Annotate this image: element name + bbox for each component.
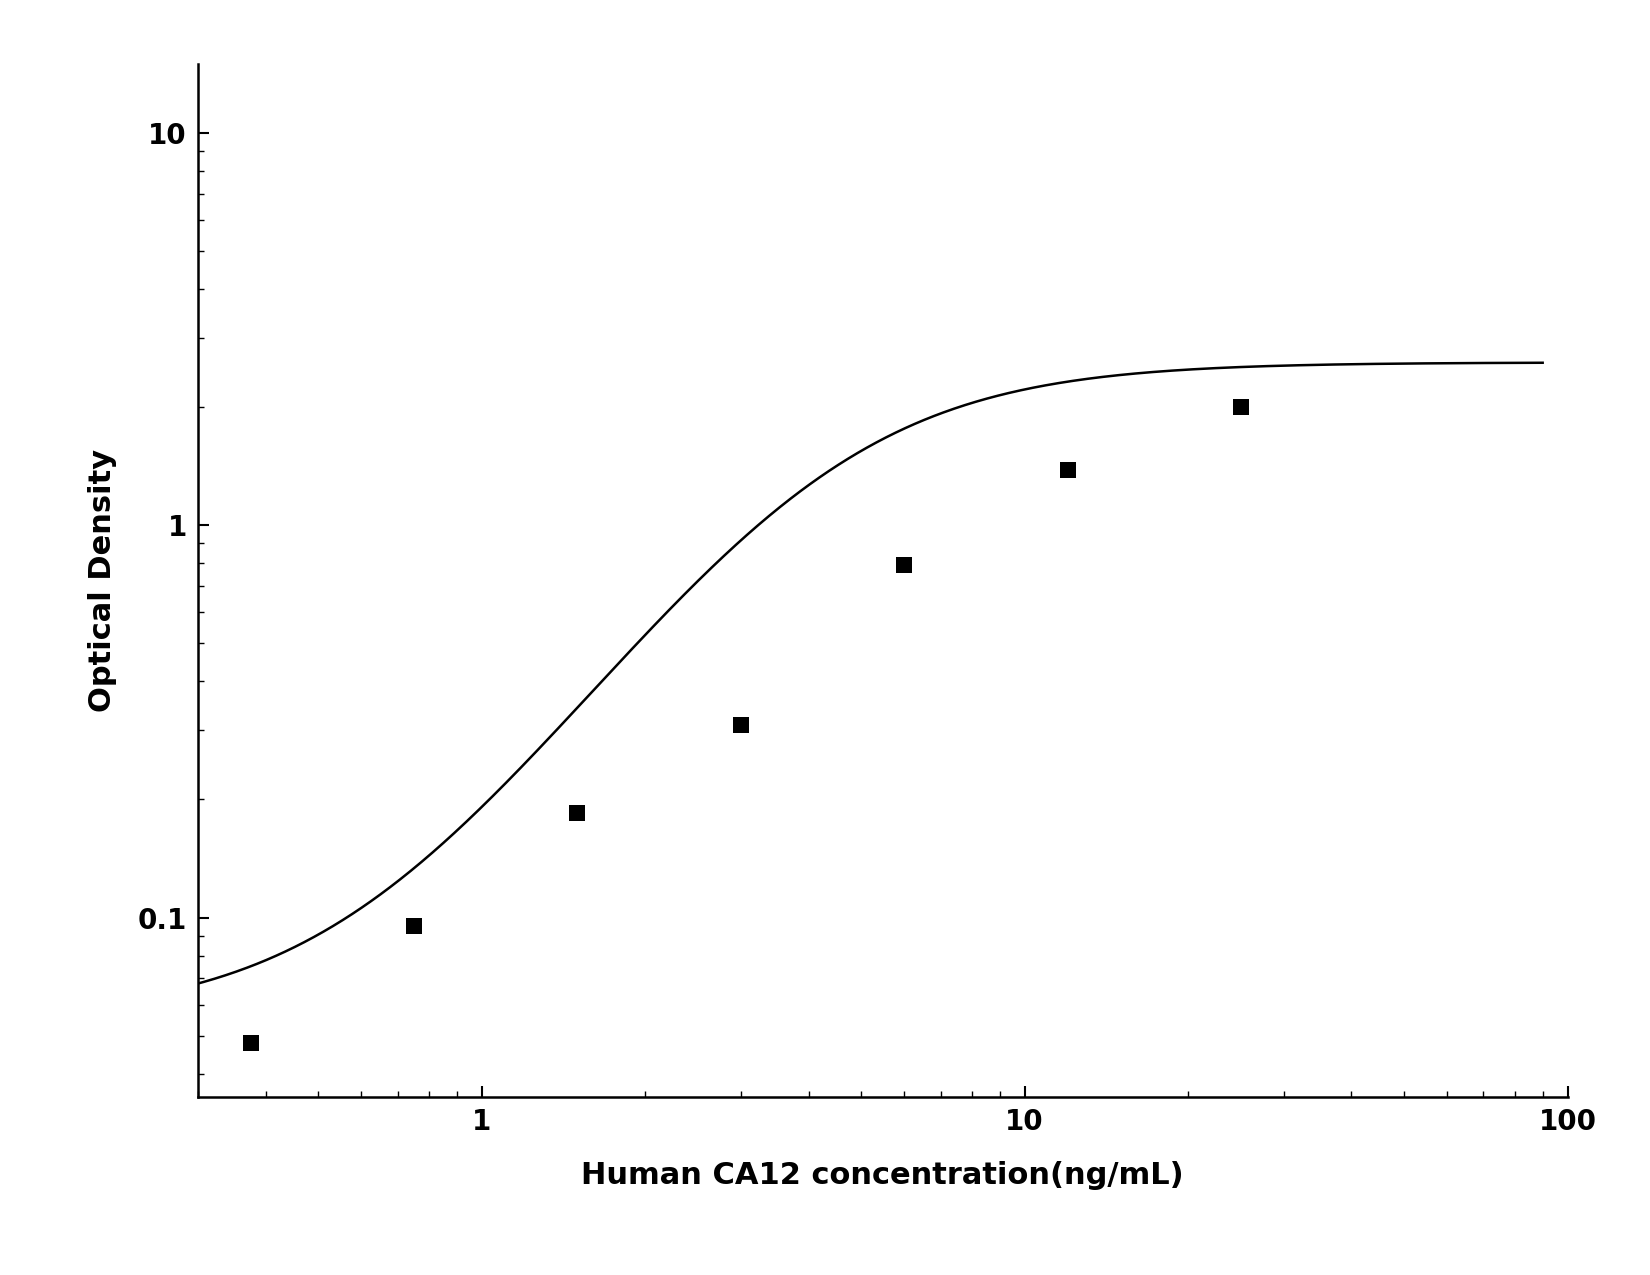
Point xyxy=(564,802,591,822)
Point xyxy=(401,917,427,937)
Point xyxy=(1054,460,1081,481)
Point xyxy=(891,555,917,575)
Y-axis label: Optical Density: Optical Density xyxy=(87,449,117,711)
X-axis label: Human CA12 concentration(ng/mL): Human CA12 concentration(ng/mL) xyxy=(581,1160,1185,1190)
Point xyxy=(728,714,754,734)
Point xyxy=(1228,397,1254,417)
Point xyxy=(238,1033,264,1053)
